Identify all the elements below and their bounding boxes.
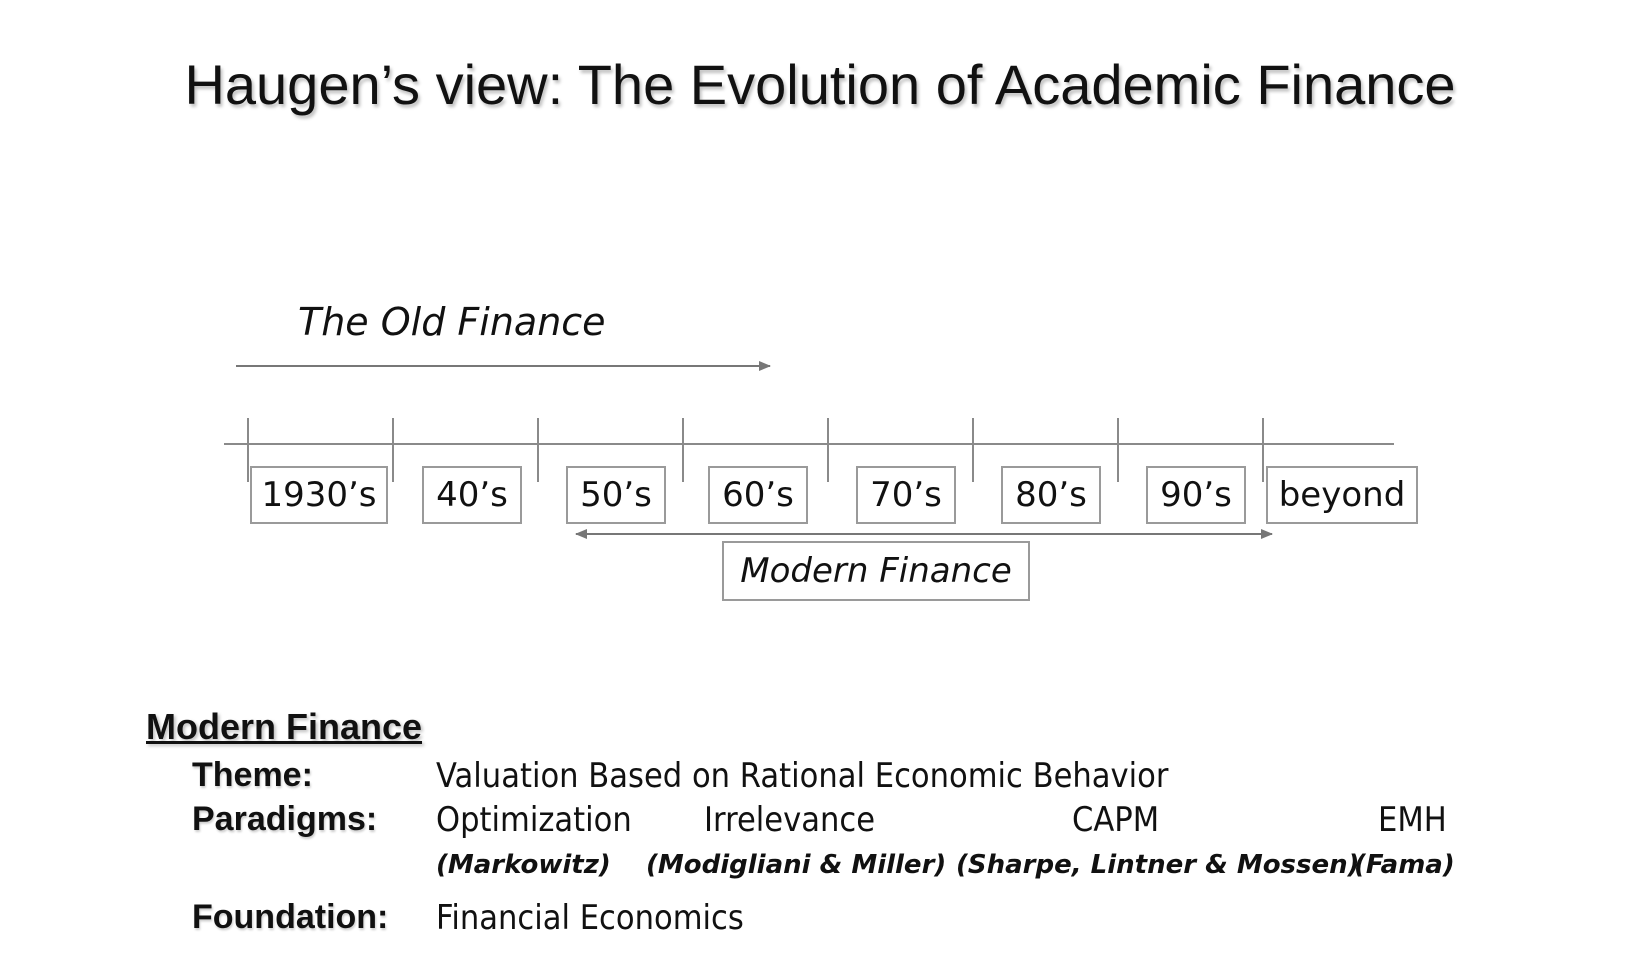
paradigm-emh: EMH — [1378, 800, 1447, 840]
section-heading: Modern Finance — [146, 706, 423, 747]
author-fama: (Fama) — [1354, 850, 1455, 880]
decade-box: 60’s — [708, 466, 808, 524]
decade-box: 70’s — [856, 466, 956, 524]
decade-box: 90’s — [1146, 466, 1246, 524]
decade-box: 40’s — [422, 466, 522, 524]
paradigms-label: Paradigms: — [192, 800, 378, 838]
foundation-value: Financial Economics — [436, 898, 744, 938]
old-finance-label: The Old Finance — [298, 300, 606, 344]
decade-box: 50’s — [566, 466, 666, 524]
theme-label: Theme: — [192, 756, 313, 794]
author-sharpe-lintner-mossen: (Sharpe, Lintner & Mossen) — [956, 850, 1360, 880]
timeline-ticks — [247, 418, 1264, 482]
author-markowitz: (Markowitz) — [436, 850, 611, 880]
decade-box: 80’s — [1001, 466, 1101, 524]
paradigm-irrelevance: Irrelevance — [704, 800, 876, 840]
modern-finance-box: Modern Finance — [722, 541, 1030, 601]
paradigm-optimization: Optimization — [436, 800, 632, 840]
theme-value: Valuation Based on Rational Economic Beh… — [436, 756, 1169, 796]
decade-box: beyond — [1266, 466, 1418, 524]
author-modigliani-miller: (Modigliani & Miller) — [646, 850, 947, 880]
paradigm-capm: CAPM — [1072, 800, 1160, 840]
slide-title: Haugen’s view: The Evolution of Academic… — [184, 53, 1456, 116]
decade-box: 1930’s — [250, 466, 388, 524]
foundation-label: Foundation: — [192, 898, 389, 936]
